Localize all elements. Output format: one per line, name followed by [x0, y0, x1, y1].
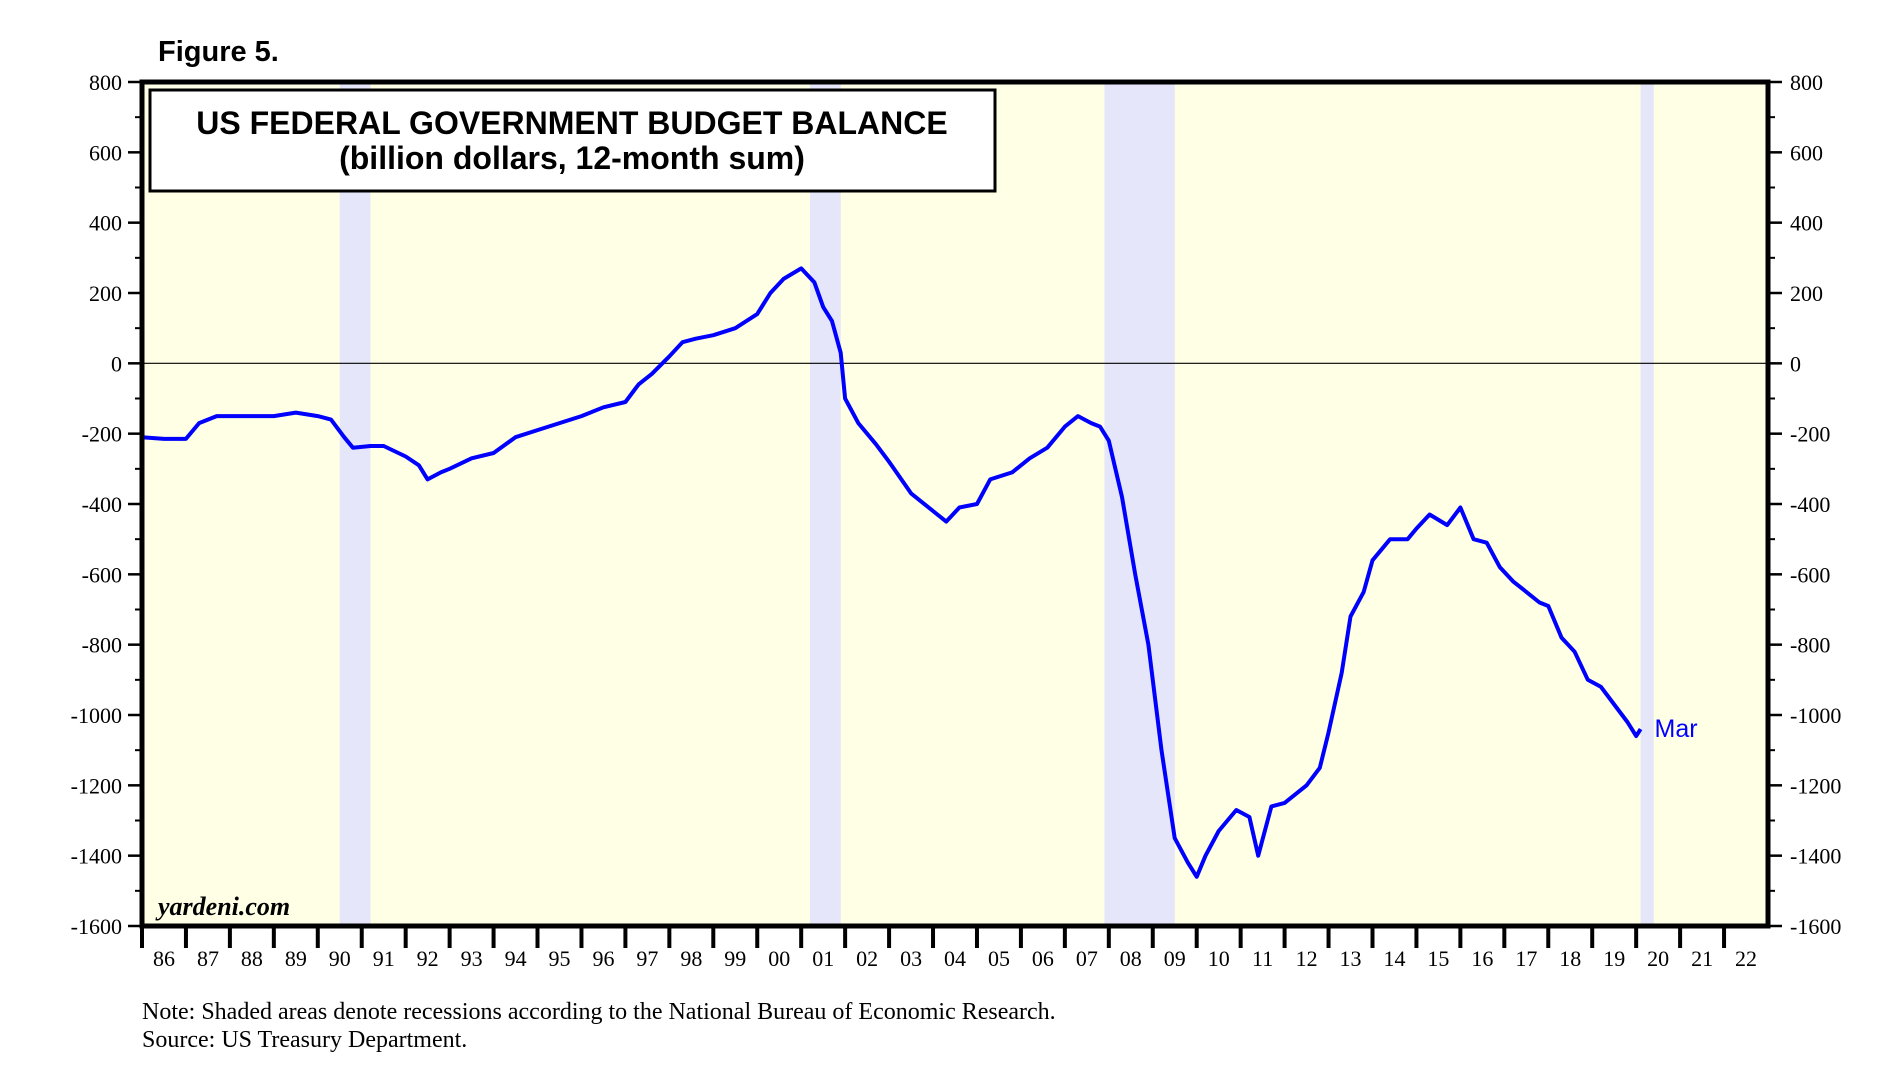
y-tick-label-left: -1600 — [71, 914, 122, 939]
x-tick-label: 89 — [285, 946, 307, 971]
recession-band — [1640, 82, 1654, 926]
y-tick-label-right: -800 — [1790, 633, 1830, 658]
y-tick-label-right: -1400 — [1790, 844, 1841, 869]
y-tick-label-left: 0 — [111, 351, 122, 376]
x-tick-label: 09 — [1164, 946, 1186, 971]
chart-title: US FEDERAL GOVERNMENT BUDGET BALANCE — [196, 105, 947, 141]
x-tick-label: 22 — [1735, 946, 1757, 971]
x-tick-label: 10 — [1208, 946, 1230, 971]
x-tick-label: 07 — [1076, 946, 1098, 971]
x-tick-label: 02 — [856, 946, 878, 971]
x-tick-label: 97 — [636, 946, 658, 971]
y-tick-label-right: 600 — [1790, 140, 1823, 165]
y-tick-label-right: 200 — [1790, 281, 1823, 306]
x-tick-label: 21 — [1691, 946, 1713, 971]
y-tick-label-right: -400 — [1790, 492, 1830, 517]
x-tick-label: 88 — [241, 946, 263, 971]
source-text: Source: US Treasury Department. — [142, 1027, 467, 1053]
x-tick-label: 16 — [1471, 946, 1493, 971]
x-tick-label: 99 — [724, 946, 746, 971]
recession-band — [809, 82, 841, 926]
x-tick-label: 20 — [1647, 946, 1669, 971]
y-tick-label-left: -400 — [82, 492, 122, 517]
recession-band — [339, 82, 371, 926]
y-tick-label-left: -200 — [82, 422, 122, 447]
series-line — [141, 266, 1643, 879]
y-tick-label-right: -600 — [1790, 562, 1830, 587]
y-tick-label-left: -1200 — [71, 773, 122, 798]
x-tick-label: 00 — [768, 946, 790, 971]
title-box: US FEDERAL GOVERNMENT BUDGET BALANCE (bi… — [148, 88, 997, 193]
x-tick-label: 04 — [944, 946, 966, 971]
x-tick-label: 13 — [1340, 946, 1362, 971]
chart-subtitle: (billion dollars, 12-month sum) — [339, 140, 805, 176]
plot-frame — [139, 79, 1771, 929]
y-tick-label-left: -1000 — [71, 703, 122, 728]
y-tick-label-left: -1400 — [71, 844, 122, 869]
watermark: yardeni.com — [155, 892, 290, 921]
x-tick-label: 12 — [1296, 946, 1318, 971]
x-tick-label: 92 — [417, 946, 439, 971]
end-label: Mar — [1655, 715, 1698, 743]
y-tick-label-left: 200 — [89, 281, 122, 306]
x-tick-label: 98 — [680, 946, 702, 971]
x-tick-label: 91 — [373, 946, 395, 971]
y-tick-label-left: -600 — [82, 562, 122, 587]
x-tick-label: 08 — [1120, 946, 1142, 971]
y-tick-label-left: -800 — [82, 633, 122, 658]
x-tick-label: 96 — [592, 946, 614, 971]
y-tick-label-left: 600 — [89, 140, 122, 165]
x-tick-label: 01 — [812, 946, 834, 971]
x-tick-label: 11 — [1252, 946, 1273, 971]
x-tick-label: 86 — [153, 946, 175, 971]
x-tick-label: 95 — [549, 946, 571, 971]
y-tick-label-right: -1600 — [1790, 914, 1841, 939]
y-tick-label-left: 800 — [89, 70, 122, 95]
x-tick-label: 87 — [197, 946, 219, 971]
y-tick-label-right: -1000 — [1790, 703, 1841, 728]
x-tick-label: 05 — [988, 946, 1010, 971]
y-tick-label-right: -200 — [1790, 422, 1830, 447]
x-tick-label: 18 — [1559, 946, 1581, 971]
plot-background — [142, 82, 1768, 926]
y-tick-label-right: 400 — [1790, 211, 1823, 236]
x-tick-label: 14 — [1383, 946, 1405, 971]
x-tick-label: 17 — [1515, 946, 1537, 971]
x-tick-label: 15 — [1427, 946, 1449, 971]
x-tick-label: 90 — [329, 946, 351, 971]
x-tick-label: 03 — [900, 946, 922, 971]
x-tick-label: 94 — [505, 946, 527, 971]
y-tick-label-right: -1200 — [1790, 773, 1841, 798]
x-tick-label: 06 — [1032, 946, 1054, 971]
y-tick-label-left: 400 — [89, 211, 122, 236]
recession-band — [1104, 82, 1175, 926]
x-tick-label: 93 — [461, 946, 483, 971]
y-tick-label-right: 800 — [1790, 70, 1823, 95]
y-tick-label-right: 0 — [1790, 351, 1801, 376]
x-tick-label: 19 — [1603, 946, 1625, 971]
figure-label: Figure 5. — [158, 36, 279, 68]
note-text: Note: Shaded areas denote recessions acc… — [142, 999, 1056, 1025]
